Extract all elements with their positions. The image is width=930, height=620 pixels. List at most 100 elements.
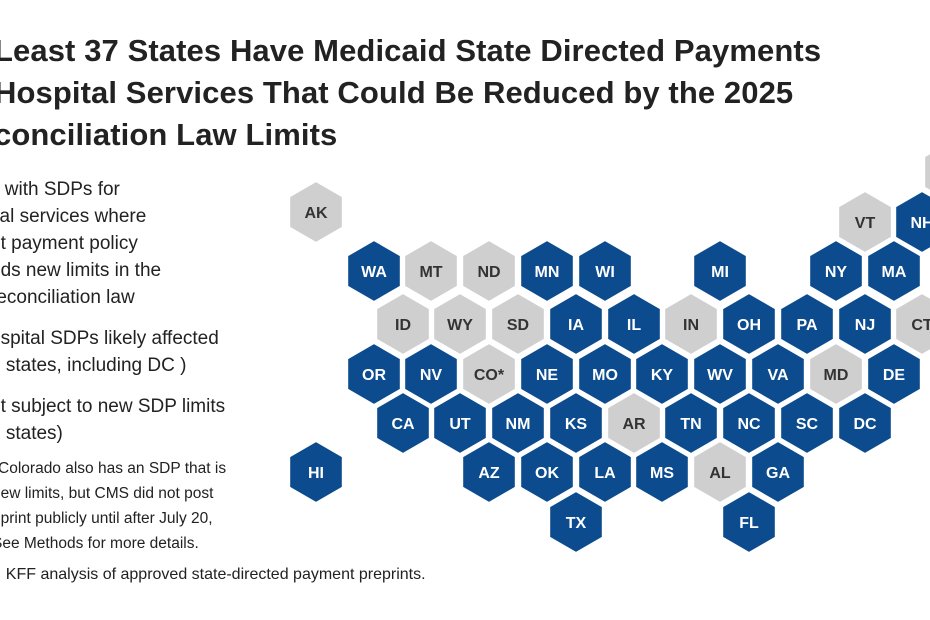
state-tile-wv: WV xyxy=(692,341,748,407)
state-label-nc: NC xyxy=(737,416,761,433)
state-hex-ks xyxy=(548,390,604,456)
state-label-hi: HI xyxy=(308,465,324,482)
footnote: *Colorado also has an SDP that is new li… xyxy=(0,456,226,556)
state-hex-wv xyxy=(692,341,748,407)
state-label-ut: UT xyxy=(449,416,471,433)
state-tile-mi: MI xyxy=(692,238,748,304)
state-label-al: AL xyxy=(709,465,731,482)
footnote-line: eprint publicly until after July 20, xyxy=(0,510,213,527)
state-label-ma: MA xyxy=(882,264,907,281)
state-label-il: IL xyxy=(627,317,641,334)
state-tile-ga: GA xyxy=(750,439,806,505)
state-label-ok: OK xyxy=(535,465,559,482)
footnote-line: new limits, but CMS did not post xyxy=(0,485,214,502)
state-tile-ia: IA xyxy=(548,291,604,357)
legend-not-subject-count: 4 states) xyxy=(0,423,63,444)
state-hex-dc xyxy=(837,390,893,456)
state-hex-mn xyxy=(519,238,575,304)
legend-heading-line: eds new limits in the xyxy=(0,260,162,281)
state-hex-ia xyxy=(548,291,604,357)
state-label-de: DE xyxy=(883,367,906,384)
legend-heading-line: reconciliation law xyxy=(0,287,135,308)
state-label-nj: NJ xyxy=(855,317,875,334)
state-label-ms: MS xyxy=(650,465,674,482)
state-hex-wa xyxy=(346,238,402,304)
state-tile-az: AZ xyxy=(461,439,517,505)
state-hex-ak xyxy=(288,179,344,245)
state-hex-ga xyxy=(750,439,806,505)
state-tile-nj: NJ xyxy=(837,291,893,357)
state-label-pa: PA xyxy=(796,317,817,334)
state-label-ks: KS xyxy=(565,416,588,433)
state-tile-nh: NH xyxy=(894,189,930,255)
state-label-wv: WV xyxy=(707,367,733,384)
state-tile-ne: NE xyxy=(519,341,575,407)
state-label-ct: CT xyxy=(911,317,930,334)
state-hex-tx xyxy=(548,489,604,555)
legend-not-subject-label: ot subject to new SDP limits xyxy=(0,396,226,417)
state-label-mo: MO xyxy=(592,367,618,384)
state-hex-ne xyxy=(519,341,575,407)
state-hex-mt xyxy=(403,238,459,304)
chart-title: Least 37 States Have Medicaid State Dire… xyxy=(0,30,930,156)
state-hex-mo xyxy=(577,341,633,407)
legend-heading-line: ital services where xyxy=(0,206,147,227)
legend-heading-line: s with SDPs for xyxy=(0,179,120,200)
state-label-tn: TN xyxy=(680,416,701,433)
state-tile-dc: DC xyxy=(837,390,893,456)
state-tile-id: ID xyxy=(375,291,431,357)
state-tile-pa: PA xyxy=(779,291,835,357)
state-tile-or: OR xyxy=(346,341,402,407)
state-label-wi: WI xyxy=(595,264,615,281)
state-tile-sd: SD xyxy=(490,291,546,357)
state-hex-hi xyxy=(288,439,344,505)
state-tile-wa: WA xyxy=(346,238,402,304)
legend-affected-count: 7 states, including DC ) xyxy=(0,355,187,376)
state-label-sc: SC xyxy=(796,416,819,433)
state-tile-in: IN xyxy=(663,291,719,357)
state-label-wa: WA xyxy=(361,264,387,281)
state-tile-mn: MN xyxy=(519,238,575,304)
state-hex-id xyxy=(375,291,431,357)
state-hex-nm xyxy=(490,390,546,456)
state-hex-ok xyxy=(519,439,575,505)
state-tile-nd: ND xyxy=(461,238,517,304)
state-hex-ar xyxy=(606,390,662,456)
state-tile-tn: TN xyxy=(663,390,719,456)
state-tile-ny: NY xyxy=(808,238,864,304)
state-tile-tx: TX xyxy=(548,489,604,555)
state-tile-ct: CT xyxy=(894,291,930,357)
state-label-tx: TX xyxy=(566,515,587,532)
state-hex-partial xyxy=(923,151,930,193)
state-hex-ny xyxy=(808,238,864,304)
state-hex-sc xyxy=(779,390,835,456)
state-label-id: ID xyxy=(395,317,411,334)
state-tile-la: LA xyxy=(577,439,633,505)
state-hex-wy xyxy=(432,291,488,357)
state-tile-ok: OK xyxy=(519,439,575,505)
state-label-nm: NM xyxy=(506,416,531,433)
state-hex-co xyxy=(461,341,517,407)
state-hex-vt xyxy=(837,189,893,255)
state-tile-nv: NV xyxy=(403,341,459,407)
state-tile-ms: MS xyxy=(634,439,690,505)
state-hex-nc xyxy=(721,390,777,456)
state-hex-wi xyxy=(577,238,633,304)
source-note: e: KFF analysis of approved state-direct… xyxy=(0,566,426,583)
state-label-co: CO* xyxy=(474,367,505,384)
state-label-or: OR xyxy=(362,367,386,384)
state-label-oh: OH xyxy=(737,317,761,334)
state-tile-hi: HI xyxy=(288,439,344,505)
state-tile-co: CO* xyxy=(461,341,517,407)
state-tile-ut: UT xyxy=(432,390,488,456)
title-line: Hospital Services That Could Be Reduced … xyxy=(0,75,794,110)
state-hex-ct xyxy=(894,291,930,357)
state-label-ga: GA xyxy=(766,465,790,482)
state-tile-ks: KS xyxy=(548,390,604,456)
state-label-nh: NH xyxy=(910,215,930,232)
state-label-in: IN xyxy=(683,317,699,334)
state-hex-ut xyxy=(432,390,488,456)
state-label-ar: AR xyxy=(622,416,646,433)
state-hex-nh xyxy=(894,189,930,255)
state-hex-il xyxy=(606,291,662,357)
